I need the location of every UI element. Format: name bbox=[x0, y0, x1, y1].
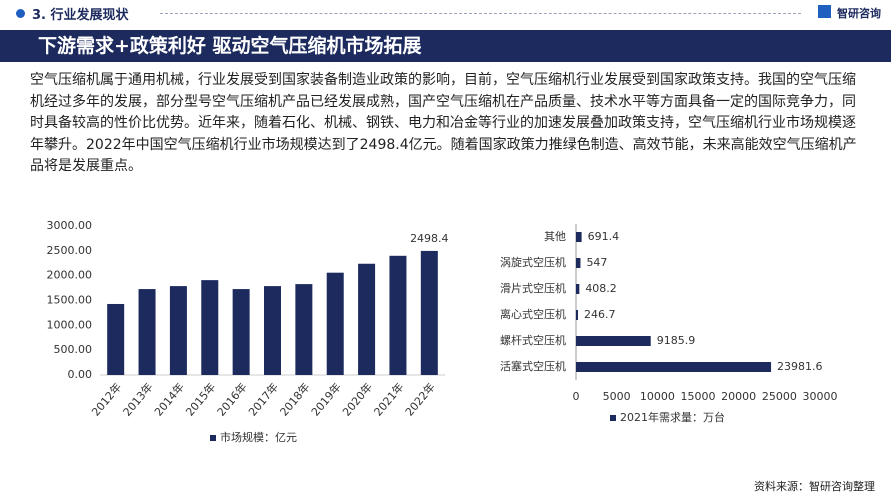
paragraph: 空气压缩机属于通用机械，行业发展受到国家装备制造业政策的影响，目前，空气压缩机行… bbox=[30, 72, 857, 174]
header: 3. 行业发展现状 智研咨询 bbox=[0, 0, 891, 26]
y-tick-label: 2500.00 bbox=[47, 244, 93, 257]
value-label: 408.2 bbox=[585, 282, 617, 295]
y-tick-label: 活塞式空压机 bbox=[500, 359, 566, 373]
bar bbox=[389, 255, 407, 375]
value-label: 691.4 bbox=[588, 230, 620, 243]
x-tick-label: 10000 bbox=[640, 390, 675, 403]
logo-icon bbox=[818, 5, 831, 18]
bar bbox=[576, 284, 580, 294]
x-tick-label: 5000 bbox=[603, 390, 631, 403]
bar bbox=[264, 286, 281, 375]
x-tick-label: 20000 bbox=[721, 390, 756, 403]
bar bbox=[576, 362, 772, 372]
x-tick-label: 2014年 bbox=[151, 380, 187, 419]
x-tick-label: 0 bbox=[573, 390, 580, 403]
value-label: 547 bbox=[586, 256, 607, 269]
bar bbox=[169, 286, 187, 375]
x-tick-label: 2015年 bbox=[183, 380, 219, 419]
y-tick-label: 其他 bbox=[544, 230, 566, 243]
legend-label: 2021年需求量：万台 bbox=[620, 410, 725, 424]
x-tick-label: 2017年 bbox=[245, 380, 281, 419]
legend-swatch bbox=[610, 415, 616, 421]
bar bbox=[295, 284, 313, 375]
legend-swatch bbox=[210, 435, 216, 441]
section-title: 3. 行业发展现状 bbox=[32, 8, 129, 23]
bar bbox=[326, 272, 344, 375]
y-tick-label: 涡旋式空压机 bbox=[500, 255, 566, 269]
value-label: 9185.9 bbox=[657, 334, 696, 347]
bar bbox=[107, 303, 125, 375]
y-tick-label: 3000.00 bbox=[47, 219, 93, 232]
y-tick-label: 0.00 bbox=[68, 368, 93, 381]
y-tick-label: 500.00 bbox=[54, 343, 93, 356]
y-tick-label: 滑片式空压机 bbox=[500, 281, 566, 295]
y-tick-label: 2000.00 bbox=[47, 269, 93, 282]
x-tick-label: 2013年 bbox=[120, 380, 156, 419]
legend-label: 市场规模：亿元 bbox=[220, 430, 297, 444]
x-tick-label: 2020年 bbox=[339, 380, 375, 419]
bar bbox=[576, 310, 579, 320]
source: 资料来源：智研咨询整理 bbox=[754, 480, 875, 493]
value-label: 2498.4 bbox=[410, 232, 449, 245]
banner: 下游需求+政策利好 驱动空气压缩机市场拓展 bbox=[0, 30, 891, 62]
bar bbox=[576, 258, 581, 268]
x-tick-label: 2016年 bbox=[214, 380, 250, 419]
bar bbox=[576, 336, 651, 346]
x-tick-label: 15000 bbox=[681, 390, 716, 403]
x-tick-label: 2021年 bbox=[371, 380, 407, 419]
bar bbox=[138, 289, 156, 375]
value-label: 23981.6 bbox=[777, 360, 823, 373]
y-tick-label: 离心式空压机 bbox=[500, 307, 566, 321]
bar bbox=[358, 263, 376, 375]
divider bbox=[160, 13, 801, 14]
x-tick-label: 25000 bbox=[762, 390, 797, 403]
y-tick-label: 1000.00 bbox=[47, 318, 93, 331]
x-tick-label: 30000 bbox=[803, 390, 838, 403]
bar bbox=[201, 280, 219, 375]
bar bbox=[232, 289, 250, 375]
bar bbox=[420, 250, 438, 375]
bar bbox=[576, 232, 582, 242]
x-tick-label: 2012年 bbox=[88, 380, 124, 419]
logo: 智研咨询 bbox=[837, 7, 881, 20]
value-label: 246.7 bbox=[584, 308, 616, 321]
y-tick-label: 1500.00 bbox=[47, 294, 93, 307]
y-tick-label: 螺杆式空压机 bbox=[500, 333, 566, 347]
x-tick-label: 2022年 bbox=[402, 380, 438, 419]
x-tick-label: 2018年 bbox=[277, 380, 313, 419]
bullet bbox=[16, 9, 25, 18]
x-tick-label: 2019年 bbox=[308, 380, 344, 419]
